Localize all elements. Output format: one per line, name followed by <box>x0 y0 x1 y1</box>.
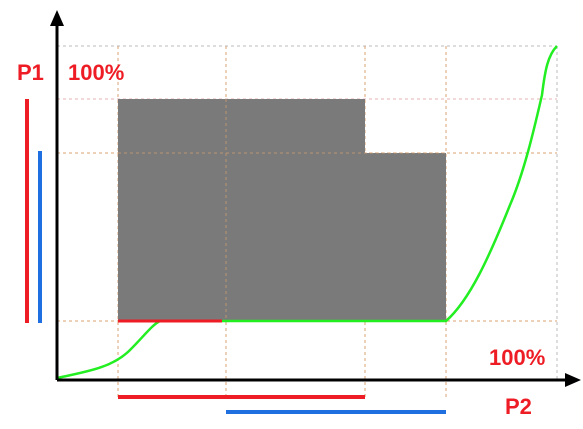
label-p2-max: 100% <box>489 345 545 370</box>
block-large <box>118 99 365 321</box>
x-axis-arrow-icon <box>565 373 581 387</box>
green-curve <box>56 45 558 380</box>
label-p1: P1 <box>17 60 44 85</box>
label-p2: P2 <box>505 394 532 419</box>
block-small <box>365 153 446 321</box>
y-axis-arrow-icon <box>50 10 64 26</box>
label-p1-max: 100% <box>68 60 124 85</box>
